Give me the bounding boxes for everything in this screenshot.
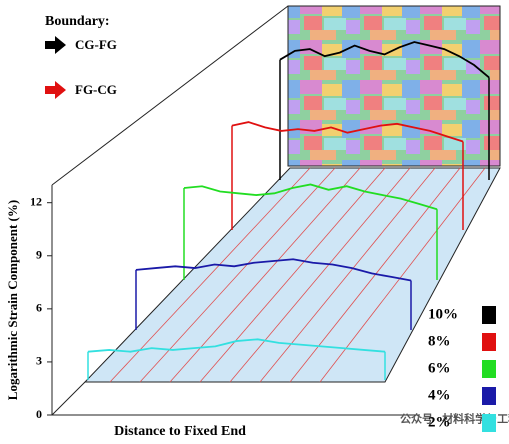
boundary-title: Boundary: xyxy=(45,14,110,29)
y-tick-label: 12 xyxy=(30,194,42,208)
boundary-label: FG-CG xyxy=(75,82,117,97)
legend-label: 8% xyxy=(428,333,451,349)
legend-swatch xyxy=(482,306,496,324)
series-line xyxy=(279,41,490,79)
x-axis-label: Distance to Fixed End xyxy=(114,424,246,439)
y-tick-label: 3 xyxy=(36,354,42,368)
legend-label: 4% xyxy=(428,387,451,403)
series-line xyxy=(87,338,386,353)
boundary-label: CG-FG xyxy=(75,37,117,52)
legend-swatch xyxy=(482,333,496,351)
legend-swatch xyxy=(482,387,496,405)
frame-line xyxy=(51,381,86,416)
arrow-icon xyxy=(45,81,66,99)
y-tick-label: 6 xyxy=(36,301,42,315)
y-tick-label: 0 xyxy=(36,407,42,421)
series-line xyxy=(231,121,464,143)
legend-label: 10% xyxy=(428,306,458,322)
legend-swatch xyxy=(482,414,496,432)
legend-swatch xyxy=(482,360,496,378)
legend-label: 6% xyxy=(428,360,451,376)
series-line xyxy=(135,258,412,282)
legend-label: 2% xyxy=(428,414,451,430)
watermark: 公众号 · 材料科学与工程 xyxy=(400,412,509,426)
ebsd-map xyxy=(287,5,501,167)
frame-line xyxy=(51,5,289,186)
y-tick-label: 9 xyxy=(36,248,42,262)
series-line xyxy=(183,183,438,211)
arrow-icon xyxy=(45,36,66,54)
y-axis-label: Logarithmic Strain Component (%) xyxy=(5,200,20,400)
